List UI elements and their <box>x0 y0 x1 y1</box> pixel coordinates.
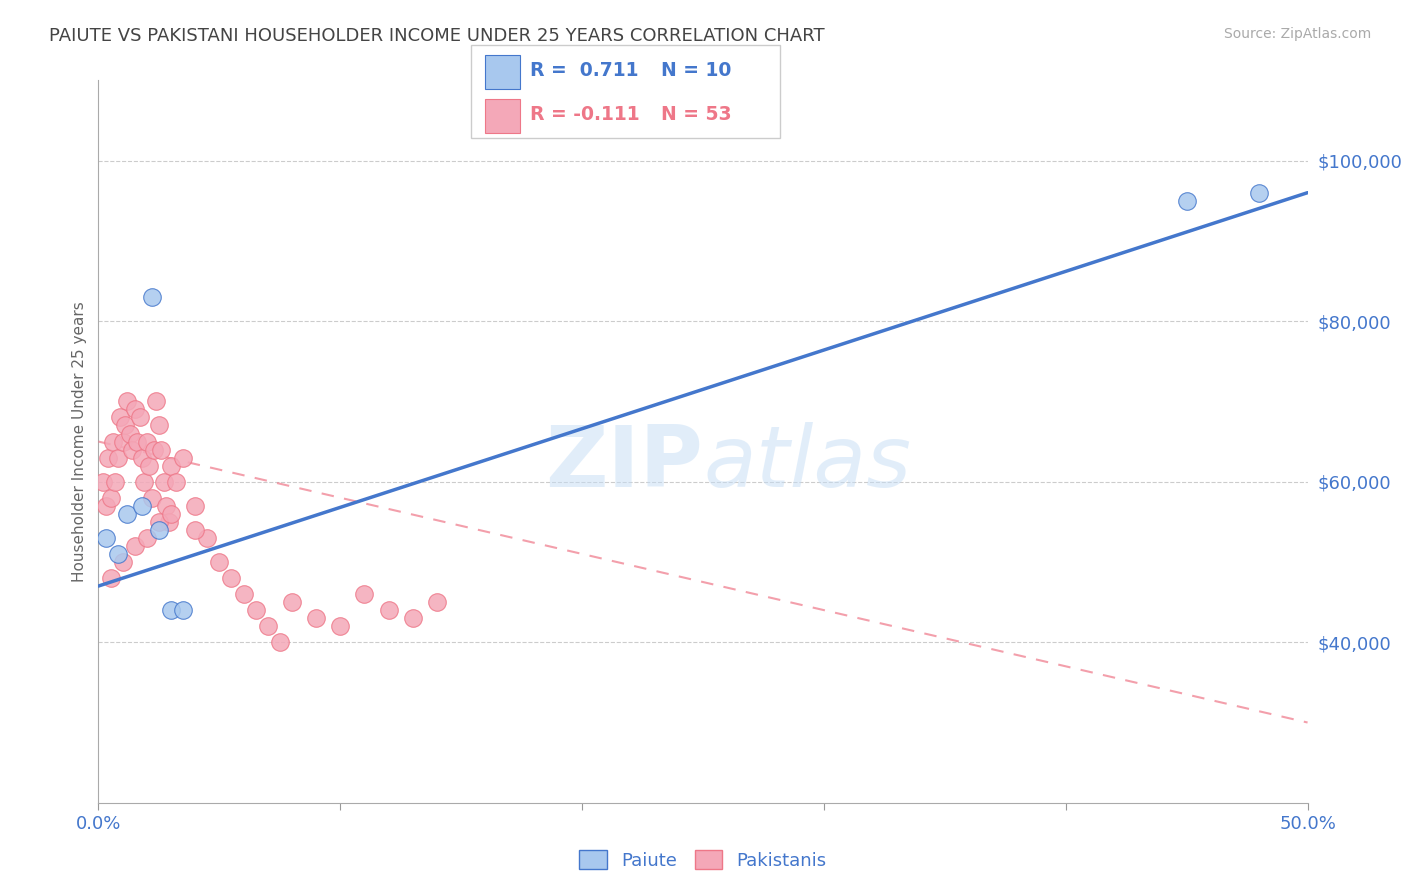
Point <box>402 611 425 625</box>
Point <box>160 603 183 617</box>
Point <box>134 475 156 489</box>
Point <box>141 290 163 304</box>
Point <box>100 491 122 505</box>
Point <box>256 619 278 633</box>
Point <box>150 442 173 457</box>
Text: R = -0.111: R = -0.111 <box>530 104 640 124</box>
Text: Source: ZipAtlas.com: Source: ZipAtlas.com <box>1223 27 1371 41</box>
Point <box>143 442 166 457</box>
Point <box>269 635 291 649</box>
Point <box>131 499 153 513</box>
Point <box>104 475 127 489</box>
Point <box>184 523 207 537</box>
Point <box>160 507 183 521</box>
Point <box>152 475 174 489</box>
Point <box>91 475 114 489</box>
Point <box>114 418 136 433</box>
Point <box>138 458 160 473</box>
Point <box>141 491 163 505</box>
Point <box>195 531 218 545</box>
Point <box>117 394 139 409</box>
Point <box>165 475 187 489</box>
Y-axis label: Householder Income Under 25 years: Householder Income Under 25 years <box>72 301 87 582</box>
Point <box>117 507 139 521</box>
Text: N = 53: N = 53 <box>661 104 731 124</box>
Text: PAIUTE VS PAKISTANI HOUSEHOLDER INCOME UNDER 25 YEARS CORRELATION CHART: PAIUTE VS PAKISTANI HOUSEHOLDER INCOME U… <box>49 27 825 45</box>
Point <box>281 595 304 609</box>
Point <box>118 426 141 441</box>
Point <box>124 539 146 553</box>
Point <box>111 555 134 569</box>
Point <box>245 603 267 617</box>
Legend: Paiute, Pakistanis: Paiute, Pakistanis <box>572 843 834 877</box>
Point <box>101 434 124 449</box>
Point <box>353 587 375 601</box>
Point <box>145 394 167 409</box>
Text: R =  0.711: R = 0.711 <box>530 61 638 79</box>
Point <box>108 410 131 425</box>
Point <box>97 450 120 465</box>
Text: N = 10: N = 10 <box>661 61 731 79</box>
Point <box>329 619 352 633</box>
Point <box>111 434 134 449</box>
Point <box>232 587 254 601</box>
Point <box>107 450 129 465</box>
Point <box>94 499 117 513</box>
Point <box>148 523 170 537</box>
Point <box>128 410 150 425</box>
Point <box>127 434 149 449</box>
Point <box>426 595 449 609</box>
Point <box>135 434 157 449</box>
Point <box>94 531 117 545</box>
Text: atlas: atlas <box>703 422 911 505</box>
Point <box>377 603 399 617</box>
Point <box>148 418 170 433</box>
Point <box>1175 194 1198 208</box>
Point <box>172 603 194 617</box>
Text: ZIP: ZIP <box>546 422 703 505</box>
Point <box>172 450 194 465</box>
Point <box>121 442 143 457</box>
Point <box>157 515 180 529</box>
Point <box>100 571 122 585</box>
Point <box>148 515 170 529</box>
Point <box>221 571 243 585</box>
Point <box>160 458 183 473</box>
Point <box>107 547 129 561</box>
Point <box>131 450 153 465</box>
Point <box>208 555 231 569</box>
Point <box>155 499 177 513</box>
Point <box>135 531 157 545</box>
Point <box>124 402 146 417</box>
Point <box>184 499 207 513</box>
Point <box>305 611 328 625</box>
Point <box>1249 186 1271 200</box>
